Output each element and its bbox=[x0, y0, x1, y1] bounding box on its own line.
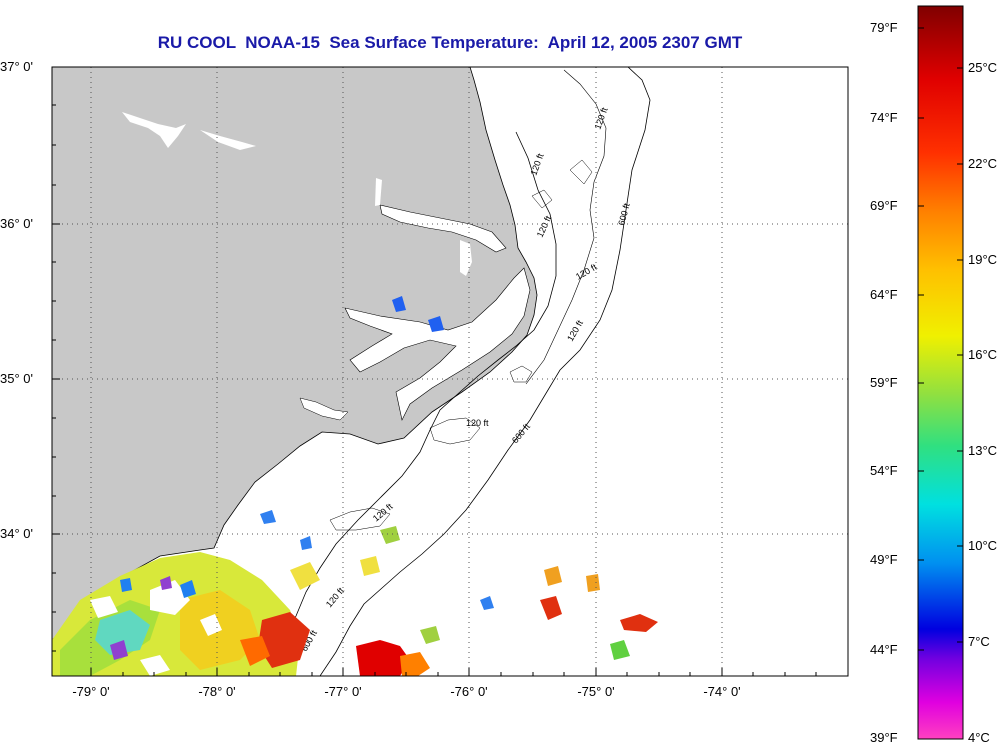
fahrenheit-label: 39°F bbox=[870, 730, 898, 745]
lat-label: 34° 0' bbox=[0, 526, 33, 541]
fahrenheit-label: 74°F bbox=[870, 110, 898, 125]
celsius-label: 7°C bbox=[968, 634, 990, 649]
contour-shoal-2 bbox=[509, 365, 533, 383]
contour-shoal-3 bbox=[329, 507, 391, 531]
celsius-label: 22°C bbox=[968, 156, 998, 171]
axis-ticks bbox=[52, 66, 817, 676]
celsius-label: 19°C bbox=[968, 252, 998, 267]
celsius-label: 16°C bbox=[968, 347, 998, 362]
sst-data bbox=[52, 296, 658, 676]
lon-label: -77° 0' bbox=[324, 684, 362, 699]
lon-label: -75° 0' bbox=[577, 684, 615, 699]
contour-120ft bbox=[267, 131, 557, 676]
river-1 bbox=[375, 178, 382, 206]
pamlico-river bbox=[299, 397, 349, 421]
contour-shoal-4 bbox=[531, 159, 593, 209]
land-mass bbox=[52, 67, 538, 641]
celsius-label: 13°C bbox=[968, 443, 998, 458]
contour-inner bbox=[525, 69, 607, 385]
lat-label: 36° 0' bbox=[0, 216, 33, 231]
lon-label: -79° 0' bbox=[72, 684, 110, 699]
fahrenheit-label: 69°F bbox=[870, 198, 898, 213]
map-frame bbox=[51, 66, 849, 677]
celsius-label: 10°C bbox=[968, 538, 998, 553]
contour-shoal-1 bbox=[429, 417, 481, 445]
fahrenheit-label: 59°F bbox=[870, 375, 898, 390]
fahrenheit-label: 54°F bbox=[870, 463, 898, 478]
contour-600ft bbox=[319, 67, 651, 676]
map-title: RU COOL NOAA-15 Sea Surface Temperature:… bbox=[157, 33, 743, 52]
fahrenheit-label: 64°F bbox=[870, 287, 898, 302]
albemarle-sound bbox=[379, 204, 507, 253]
lake-2 bbox=[200, 130, 256, 150]
lat-label: 37° 0' bbox=[0, 59, 33, 74]
fahrenheit-label: 49°F bbox=[870, 552, 898, 567]
lon-label: -74° 0' bbox=[703, 684, 741, 699]
lon-label: -76° 0' bbox=[450, 684, 488, 699]
depth-label: 120 ft bbox=[466, 418, 489, 428]
pamlico-sound bbox=[344, 267, 531, 421]
temperature-colorbar bbox=[917, 5, 964, 740]
lon-label: -78° 0' bbox=[198, 684, 236, 699]
fahrenheit-label: 79°F bbox=[870, 20, 898, 35]
celsius-label: 4°C bbox=[968, 730, 990, 745]
lake-1 bbox=[122, 112, 186, 148]
fahrenheit-label: 44°F bbox=[870, 642, 898, 657]
lat-label: 35° 0' bbox=[0, 371, 33, 386]
celsius-label: 25°C bbox=[968, 60, 998, 75]
